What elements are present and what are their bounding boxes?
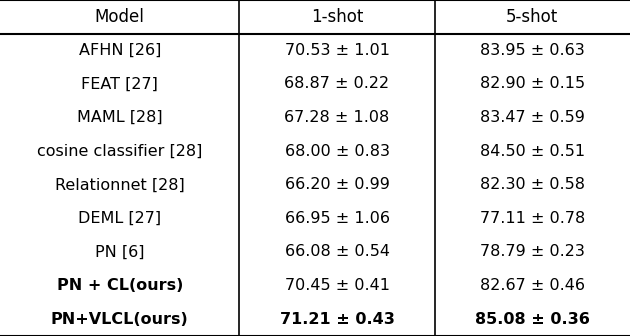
Text: AFHN [26]: AFHN [26] <box>79 43 161 58</box>
Text: 78.79 ± 0.23: 78.79 ± 0.23 <box>480 245 585 259</box>
Text: 70.45 ± 0.41: 70.45 ± 0.41 <box>285 278 389 293</box>
Text: PN [6]: PN [6] <box>95 245 144 259</box>
Text: 83.47 ± 0.59: 83.47 ± 0.59 <box>480 110 585 125</box>
Text: 77.11 ± 0.78: 77.11 ± 0.78 <box>479 211 585 226</box>
Text: cosine classifier [28]: cosine classifier [28] <box>37 144 202 159</box>
Text: FEAT [27]: FEAT [27] <box>81 77 158 91</box>
Text: Model: Model <box>94 8 145 26</box>
Text: 71.21 ± 0.43: 71.21 ± 0.43 <box>280 312 394 327</box>
Text: 85.08 ± 0.36: 85.08 ± 0.36 <box>475 312 590 327</box>
Text: 68.00 ± 0.83: 68.00 ± 0.83 <box>285 144 389 159</box>
Text: MAML [28]: MAML [28] <box>77 110 163 125</box>
Text: 82.67 ± 0.46: 82.67 ± 0.46 <box>480 278 585 293</box>
Text: 5-shot: 5-shot <box>507 8 558 26</box>
Text: 66.08 ± 0.54: 66.08 ± 0.54 <box>285 245 389 259</box>
Text: 70.53 ± 1.01: 70.53 ± 1.01 <box>285 43 389 58</box>
Text: 1-shot: 1-shot <box>311 8 364 26</box>
Text: 66.95 ± 1.06: 66.95 ± 1.06 <box>285 211 389 226</box>
Text: 84.50 ± 0.51: 84.50 ± 0.51 <box>480 144 585 159</box>
Text: 83.95 ± 0.63: 83.95 ± 0.63 <box>480 43 585 58</box>
Text: PN+VLCL(ours): PN+VLCL(ours) <box>51 312 188 327</box>
Text: 68.87 ± 0.22: 68.87 ± 0.22 <box>285 77 389 91</box>
Text: Relationnet [28]: Relationnet [28] <box>55 177 185 192</box>
Text: 82.30 ± 0.58: 82.30 ± 0.58 <box>480 177 585 192</box>
Text: 82.90 ± 0.15: 82.90 ± 0.15 <box>480 77 585 91</box>
Text: PN + CL(ours): PN + CL(ours) <box>57 278 183 293</box>
Text: 66.20 ± 0.99: 66.20 ± 0.99 <box>285 177 389 192</box>
Text: DEML [27]: DEML [27] <box>78 211 161 226</box>
Text: 67.28 ± 1.08: 67.28 ± 1.08 <box>284 110 390 125</box>
